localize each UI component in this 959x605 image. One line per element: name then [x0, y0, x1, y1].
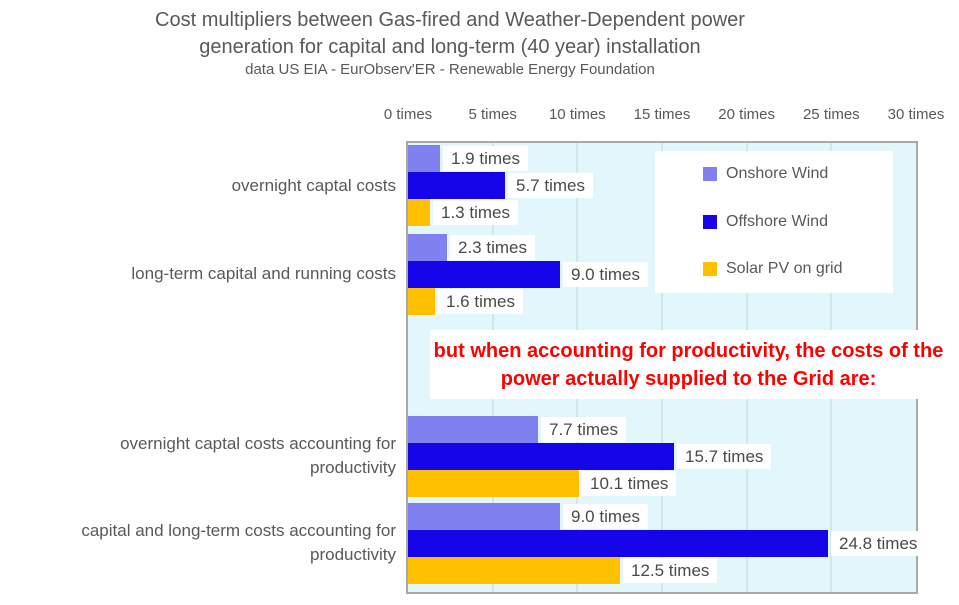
x-axis-tick: 15 times — [633, 106, 691, 123]
x-axis-tick: 25 times — [802, 106, 860, 123]
legend-item-solar-pv: Solar PV on grid — [703, 255, 889, 283]
bar-value-label: 1.9 times — [443, 146, 528, 171]
bar — [408, 557, 620, 584]
offshore-wind-swatch-icon — [703, 215, 717, 229]
category-label: overnight captal costs — [231, 176, 396, 195]
category-label: long-term capital and running costs — [131, 264, 396, 283]
bar — [408, 234, 447, 261]
x-axis-tick: 20 times — [718, 106, 775, 123]
bar-value-label: 7.7 times — [541, 417, 626, 442]
bar-value-label: 10.1 times — [582, 471, 677, 496]
onshore-wind-swatch-icon — [703, 167, 717, 181]
bar — [408, 288, 435, 315]
bar — [408, 199, 430, 226]
bar — [408, 503, 560, 530]
x-axis-tick: 0 times — [383, 106, 433, 123]
category-label: capital and long-term costs accounting f… — [81, 521, 396, 564]
legend-label: Onshore Wind — [726, 165, 829, 182]
bar-value-label: 9.0 times — [563, 262, 648, 287]
bar — [408, 416, 538, 443]
bar-value-label: 1.3 times — [433, 200, 518, 225]
legend-label: Solar PV on grid — [726, 260, 843, 277]
bar-value-label: 9.0 times — [563, 504, 648, 529]
solar-pv-swatch-icon — [703, 262, 717, 276]
legend: Onshore Wind Offshore Wind Solar PV on g… — [655, 151, 893, 293]
chart-subtitle: data US EIA - EurObserv'ER - Renewable E… — [245, 61, 655, 78]
bar — [408, 172, 505, 199]
x-axis-tick: 10 times — [548, 106, 606, 123]
x-axis-tick: 5 times — [468, 106, 517, 123]
chart-title: Cost multipliers between Gas-fired and W… — [155, 9, 745, 58]
bar-value-label: 2.3 times — [450, 235, 535, 260]
bar-value-label: 1.6 times — [438, 289, 523, 314]
bar — [408, 145, 440, 172]
bar — [408, 443, 674, 470]
bar-value-label: 24.8 times — [831, 531, 926, 556]
bar-value-label: 12.5 times — [623, 558, 718, 583]
bar — [408, 261, 560, 288]
x-axis-tick: 30 times — [887, 106, 945, 123]
annotation-text: but when accounting for productivity, th… — [430, 330, 947, 399]
legend-item-onshore-wind: Onshore Wind — [703, 160, 889, 188]
category-label: overnight captal costs accounting for pr… — [120, 434, 396, 477]
bar — [408, 470, 579, 497]
legend-label: Offshore Wind — [726, 213, 828, 230]
bar-value-label: 15.7 times — [677, 444, 772, 469]
bar — [408, 530, 828, 557]
legend-item-offshore-wind: Offshore Wind — [703, 208, 889, 236]
bar-value-label: 5.7 times — [508, 173, 593, 198]
